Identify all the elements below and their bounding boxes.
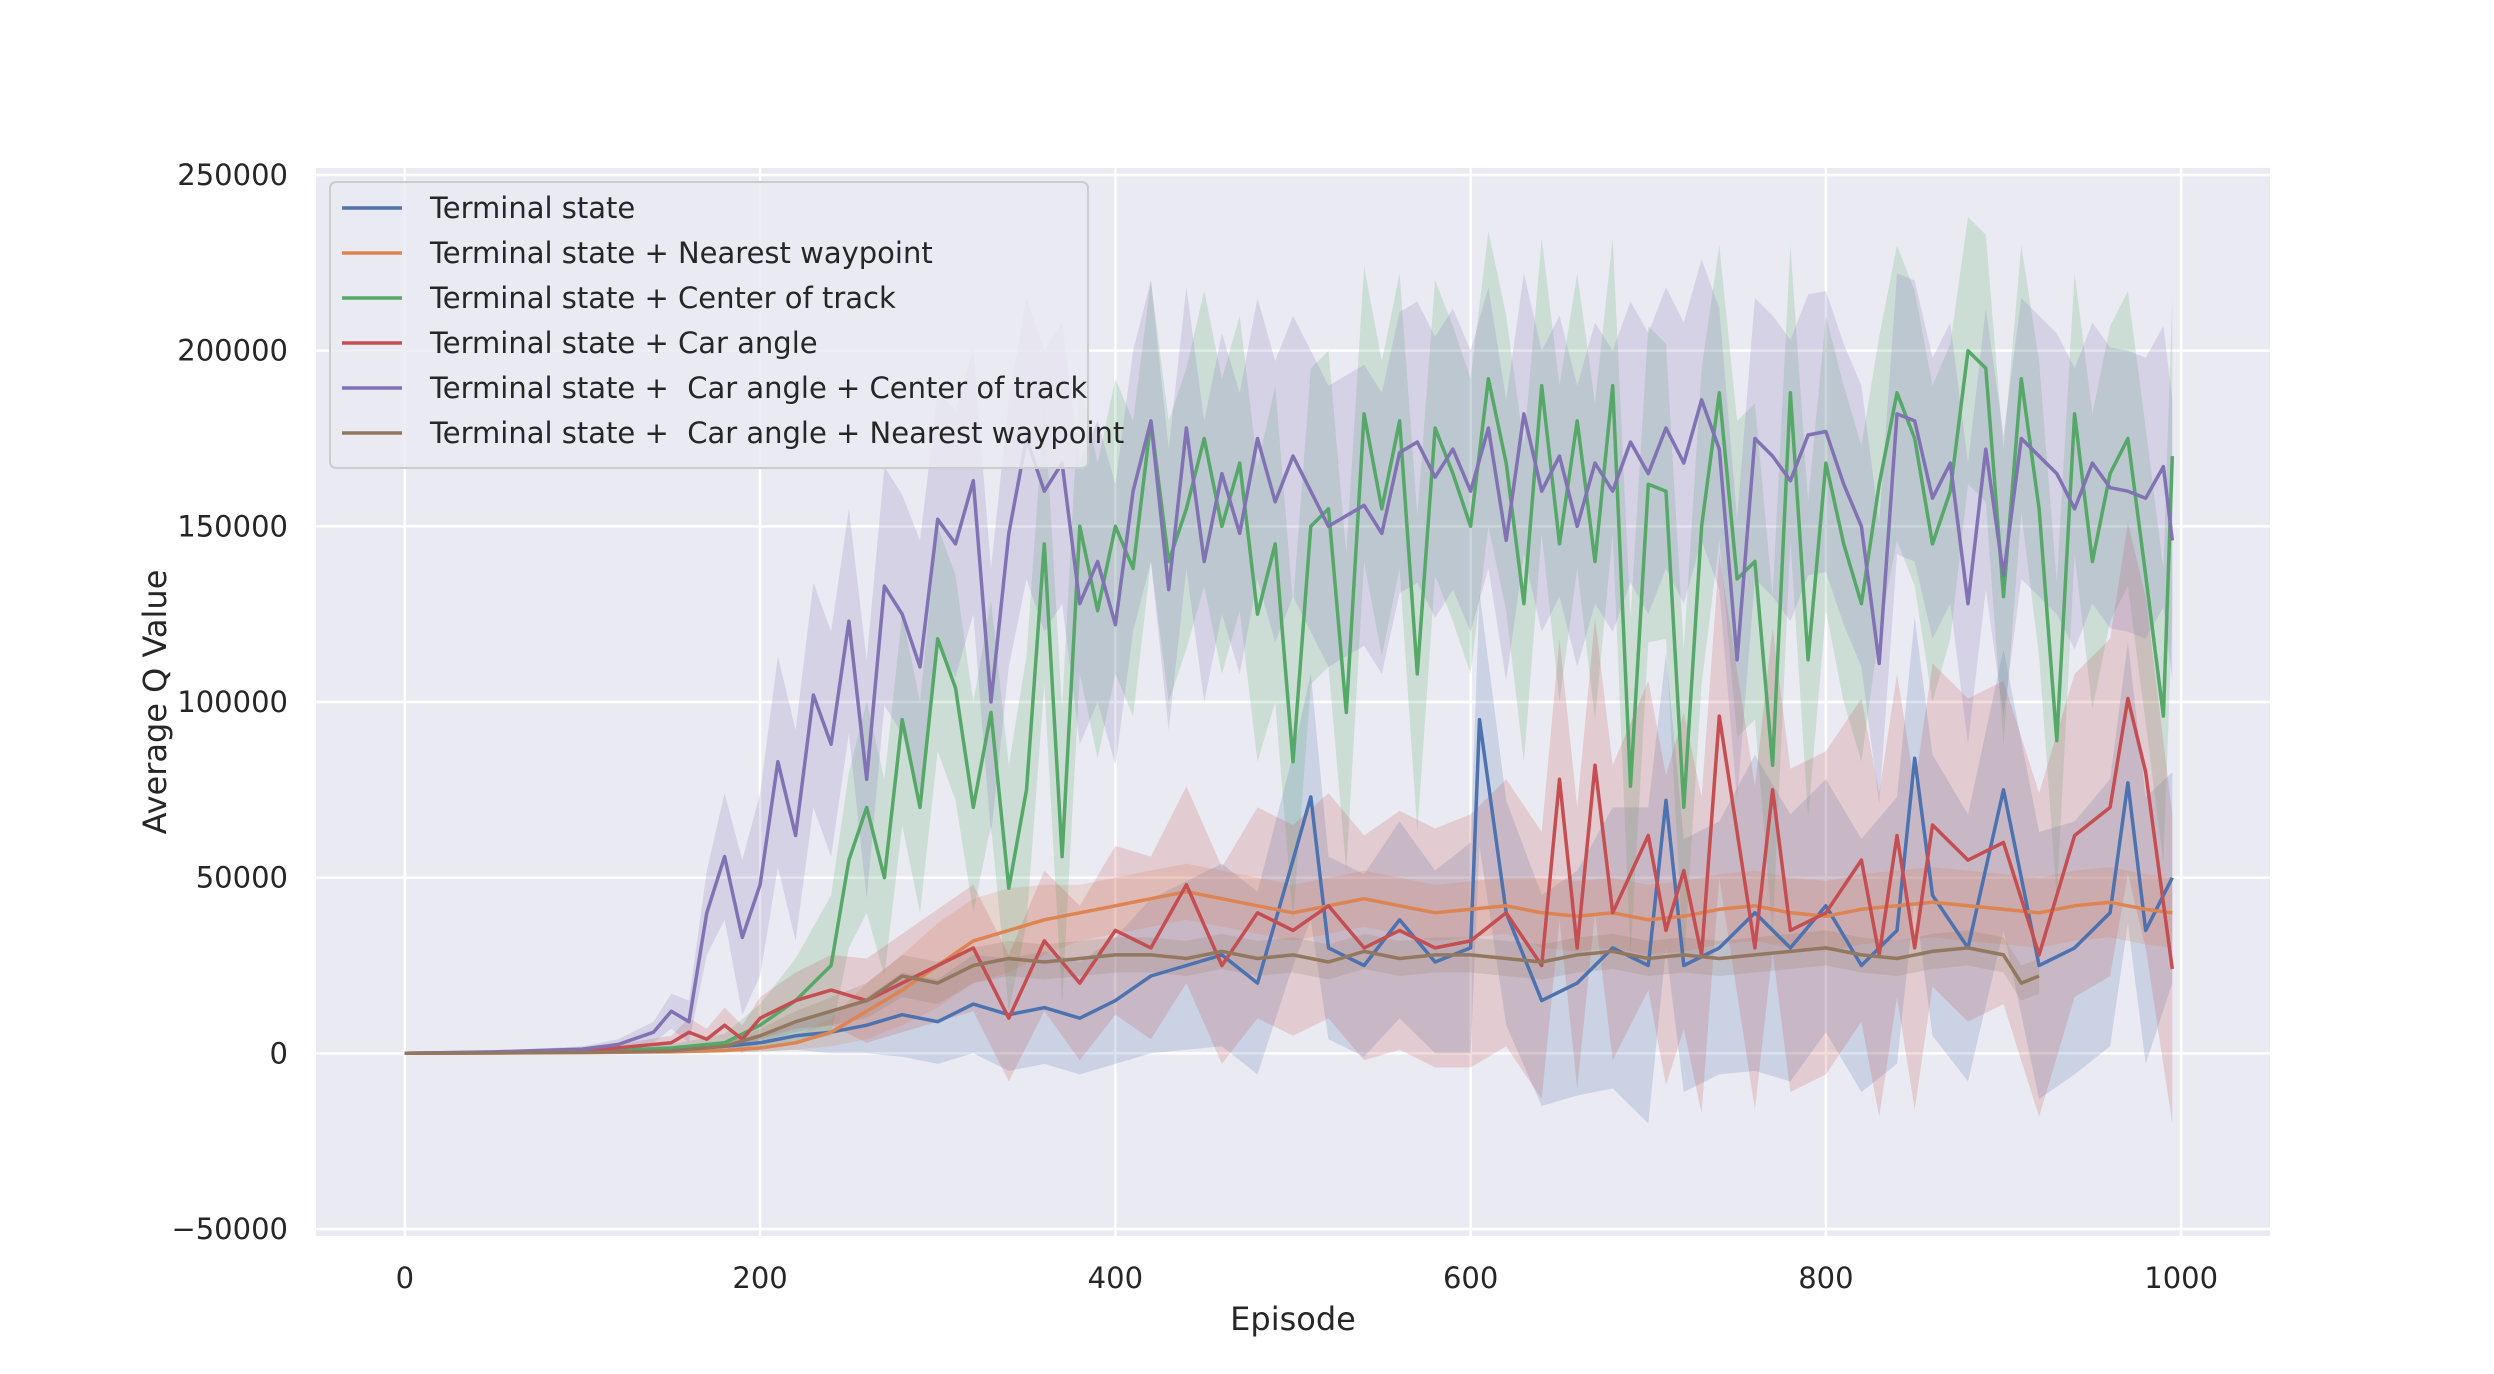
series-line-3 xyxy=(404,696,2175,1056)
confidence-band-2 xyxy=(404,217,2173,1054)
y-tick-label: 200000 xyxy=(177,334,288,368)
legend-label-3: Terminal state + Car angle xyxy=(429,326,818,360)
confidence-band-4 xyxy=(404,259,2173,1054)
series-lines xyxy=(404,348,2175,1056)
series-line-0 xyxy=(404,717,2174,1056)
x-tick-label: 800 xyxy=(1798,1261,1853,1295)
confidence-band-5 xyxy=(404,930,2040,1054)
legend-box xyxy=(329,181,1089,469)
y-tick-label: 0 xyxy=(270,1036,288,1070)
legend: Terminal state Terminal state + Nearest w… xyxy=(329,181,1124,469)
y-tick-labels: −50000 0 50000 100000 150000 200000 250000 xyxy=(171,158,288,1246)
series-line-2 xyxy=(404,348,2175,1056)
x-tick-labels: 0 200 400 600 800 1000 xyxy=(396,1261,2218,1295)
series-line-5 xyxy=(404,946,2040,1056)
y-tick-label: 100000 xyxy=(177,685,288,719)
y-tick-label: 50000 xyxy=(196,861,288,895)
x-tick-label: 1000 xyxy=(2144,1261,2218,1295)
x-tick-label: 400 xyxy=(1088,1261,1143,1295)
series-line-1 xyxy=(404,889,2173,1056)
y-tick-label: −50000 xyxy=(171,1212,288,1246)
legend-label-1: Terminal state + Nearest waypoint xyxy=(429,236,933,270)
x-axis-label: Episode xyxy=(1230,1300,1356,1338)
confidence-band-3 xyxy=(404,522,2173,1124)
x-tick-label: 600 xyxy=(1443,1261,1498,1295)
x-tick-label: 0 xyxy=(396,1261,414,1295)
y-tick-label: 250000 xyxy=(177,158,288,192)
y-tick-label: 150000 xyxy=(177,509,288,543)
y-axis-label: Average Q Value xyxy=(136,570,174,835)
confidence-bands xyxy=(404,217,2173,1124)
legend-label-5: Terminal state + Car angle + Nearest way… xyxy=(429,416,1124,450)
x-tick-label: 200 xyxy=(732,1261,787,1295)
legend-label-0: Terminal state xyxy=(429,191,635,225)
confidence-band-0 xyxy=(404,593,2173,1124)
legend-label-4: Terminal state + Car angle + Center of t… xyxy=(429,371,1088,405)
legend-label-2: Terminal state + Center of track xyxy=(429,281,896,315)
series-line-4 xyxy=(404,398,2175,1056)
